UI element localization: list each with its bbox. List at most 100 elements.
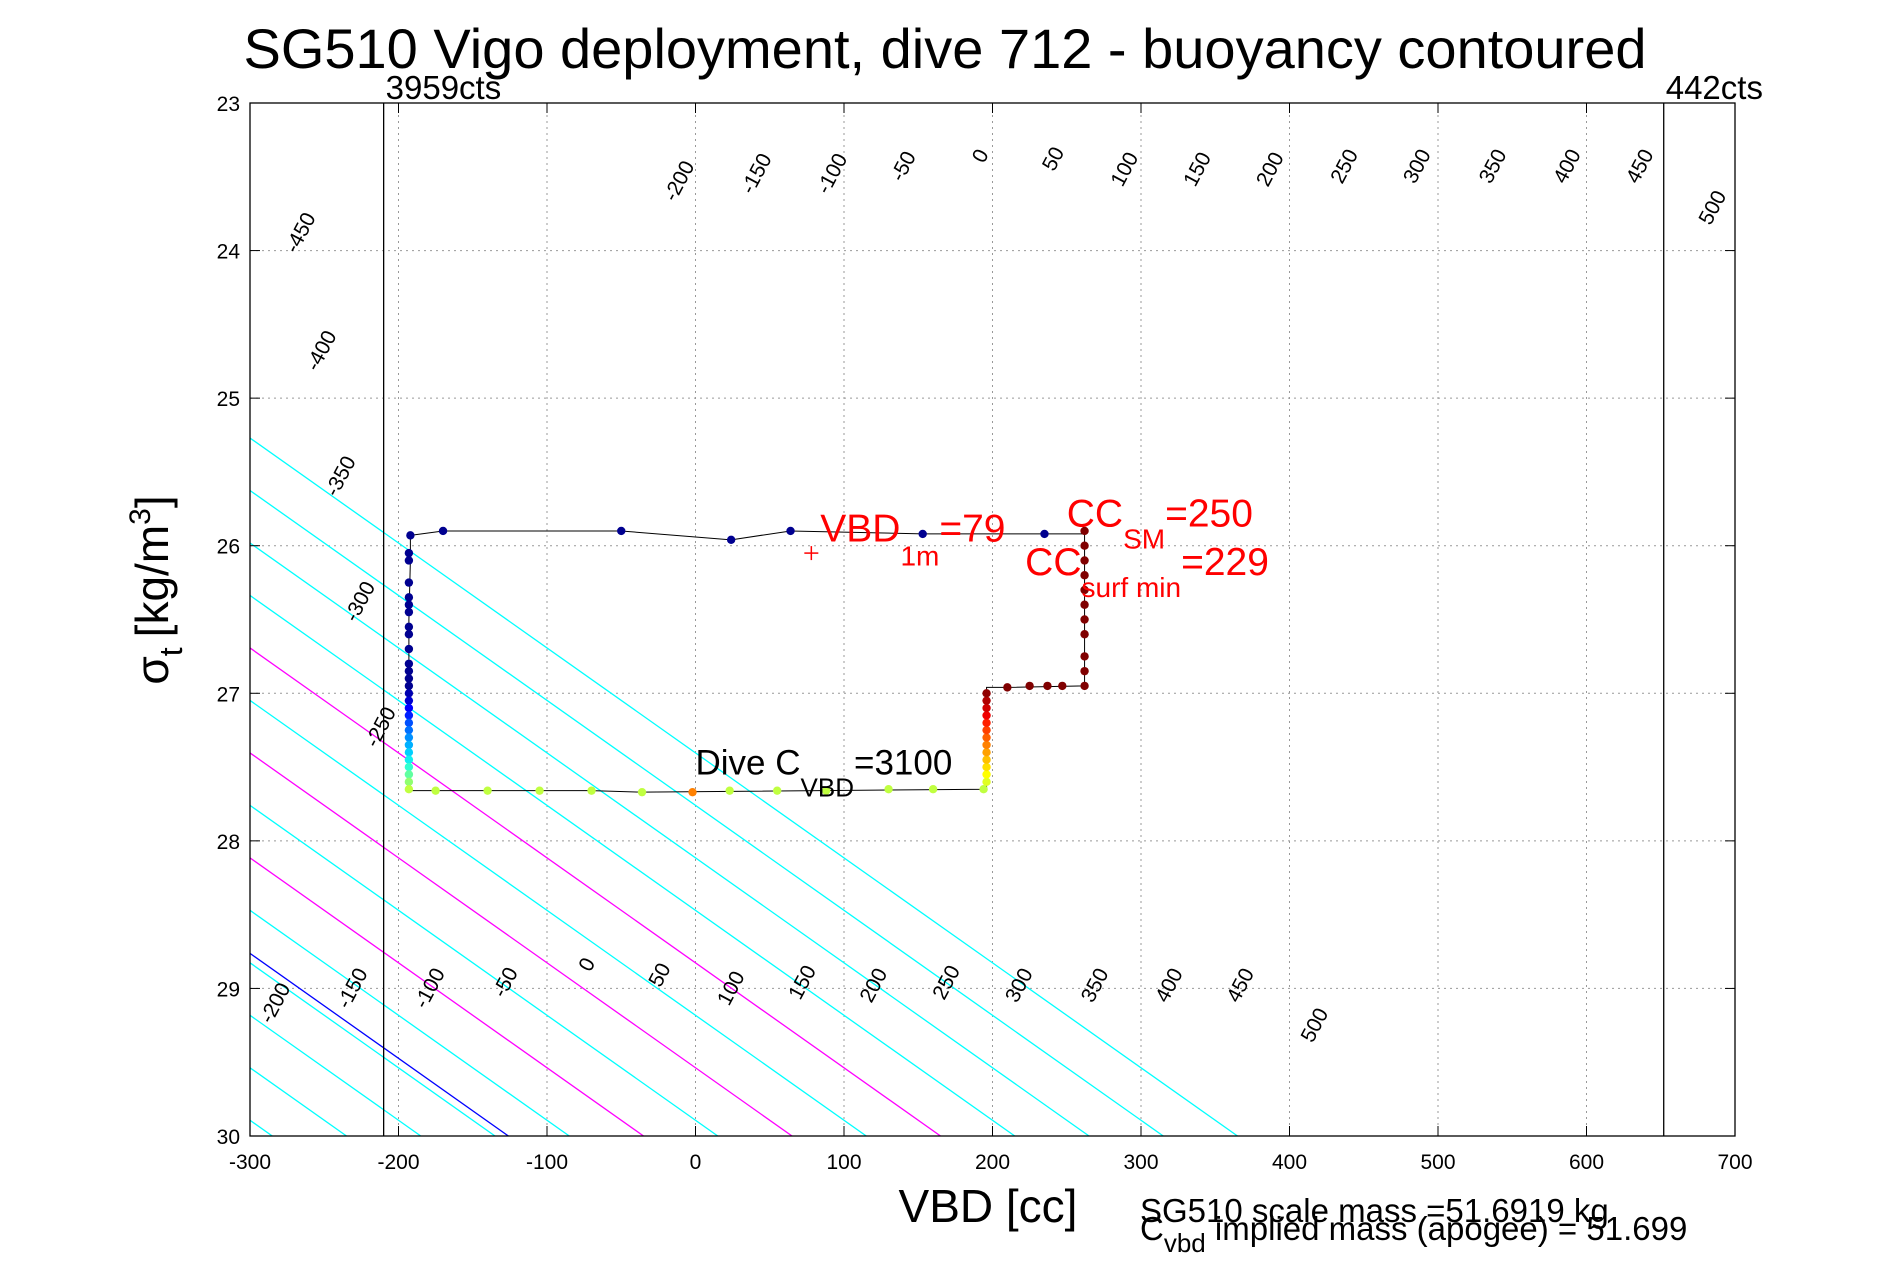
data-point — [982, 703, 991, 713]
data-point — [979, 785, 988, 794]
contour-label: 100 — [713, 967, 750, 1009]
data-point — [1080, 585, 1089, 595]
data-point — [404, 600, 414, 609]
contour-lines — [0, 103, 1238, 1136]
data-point — [404, 725, 414, 735]
footer-implied-c: C — [1140, 1210, 1164, 1247]
buoyancy-contour — [250, 699, 867, 1136]
data-point — [982, 718, 991, 727]
annotation-cc-surf-min: CCsurf min=229 — [1025, 541, 1269, 603]
data-point — [406, 531, 415, 540]
contour-label: -50 — [488, 964, 523, 1002]
data-point — [982, 755, 991, 764]
y-axis-label-close: ] — [126, 495, 178, 508]
buoyancy-contour — [250, 647, 941, 1136]
data-point — [821, 786, 831, 795]
contour-label: 200 — [856, 965, 893, 1007]
data-point — [404, 689, 414, 698]
x-tick-label: 400 — [1272, 1151, 1307, 1174]
y-axis-label: σt [kg/m3] — [124, 495, 189, 684]
buoyancy-contour — [250, 857, 644, 1136]
data-point — [404, 659, 414, 668]
data-point — [404, 593, 414, 602]
data-point — [404, 644, 414, 654]
contour-label: 300 — [1001, 965, 1038, 1007]
data-point — [982, 725, 991, 735]
data-point — [431, 786, 440, 795]
contour-label: -300 — [340, 578, 380, 626]
buoyancy-contour — [250, 804, 719, 1136]
data-point — [726, 535, 736, 545]
contour-label: 300 — [1399, 145, 1436, 187]
contour-label: 250 — [1326, 145, 1363, 187]
annotation-vbd-1m: VBD1m=79 — [820, 507, 1005, 571]
buoyancy-contour — [250, 962, 496, 1136]
data-point — [404, 777, 414, 787]
contour-label: 500 — [1695, 187, 1732, 229]
data-point — [1080, 541, 1089, 550]
contour-label: 100 — [1106, 148, 1143, 190]
data-point — [982, 689, 991, 698]
data-point — [1025, 681, 1034, 691]
buoyancy-contour — [0, 103, 50, 1136]
data-point — [1058, 681, 1067, 691]
footer-implied-rest: implied mass (apogee) = 51.699 — [1206, 1210, 1688, 1247]
data-point — [404, 681, 414, 691]
data-point — [1080, 681, 1089, 691]
data-point — [1080, 666, 1089, 676]
buoyancy-contour — [250, 542, 1090, 1136]
data-point — [404, 607, 414, 617]
contour-label: -150 — [333, 964, 373, 1012]
y-axis-label-sup: 3 — [124, 508, 157, 525]
data-point — [404, 748, 414, 757]
x-tick-label: 200 — [975, 1151, 1010, 1174]
data-point — [404, 718, 414, 727]
data-point — [1080, 615, 1089, 624]
data-point — [404, 703, 414, 713]
data-point — [1080, 630, 1089, 639]
x-tick-label: -100 — [526, 1151, 568, 1174]
data-point — [982, 696, 991, 705]
data-point — [404, 578, 414, 587]
pump-limit-label: 3959cts — [386, 69, 502, 106]
plot-area: -450 -400 -350 -300 -250 -200 -150 -100 -50 0 50 10… — [0, 69, 1763, 1174]
contour-label: 400 — [1549, 145, 1586, 187]
data-point — [725, 786, 734, 795]
data-point — [688, 787, 697, 797]
contour-label: 400 — [1151, 965, 1188, 1007]
x-tick-label: 600 — [1569, 1151, 1604, 1174]
contour-label: -250 — [361, 703, 401, 751]
data-point — [404, 674, 414, 683]
y-tick-label: 29 — [217, 978, 240, 1001]
data-point — [1080, 600, 1089, 609]
data-point — [1040, 529, 1049, 539]
data-point — [404, 622, 414, 632]
data-point — [928, 785, 938, 794]
contour-label: -50 — [886, 148, 921, 186]
contour-label: -350 — [321, 452, 361, 500]
contour-label: 150 — [1179, 148, 1216, 190]
buoyancy-contour — [250, 909, 570, 1136]
data-point — [404, 785, 414, 794]
data-point — [617, 526, 626, 536]
data-point — [404, 666, 414, 676]
data-point — [1080, 526, 1089, 536]
contour-label: 50 — [644, 959, 675, 990]
pump-limit-label: 442cts — [1666, 69, 1763, 106]
data-point — [982, 777, 991, 787]
chart-title: SG510 Vigo deployment, dive 712 - buoyan… — [243, 17, 1646, 80]
annotation-cc-sm: CCSM=250 — [1067, 493, 1253, 555]
y-tick-label: 24 — [217, 241, 241, 264]
contour-label: 0 — [574, 954, 600, 975]
data-point — [438, 526, 448, 536]
y-tick-label: 23 — [217, 93, 240, 116]
data-point — [1080, 571, 1089, 580]
contour-label: 250 — [928, 962, 965, 1004]
y-tick-label: 25 — [217, 388, 240, 411]
y-axis-label-sub: t — [153, 647, 189, 656]
data-point — [982, 762, 991, 772]
contour-label: 450 — [1222, 965, 1259, 1007]
contour-label: -100 — [812, 150, 852, 198]
data-point — [786, 526, 795, 536]
